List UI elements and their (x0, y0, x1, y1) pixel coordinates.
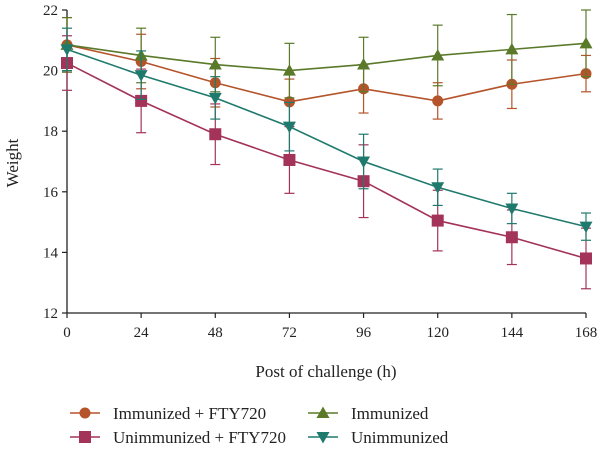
legend-marker (79, 407, 91, 419)
data-point (579, 221, 593, 234)
data-point (208, 92, 222, 105)
data-point (580, 252, 592, 265)
data-point (431, 48, 445, 61)
data-point (431, 214, 444, 227)
y-tick-label: 20 (43, 64, 58, 80)
data-point (209, 128, 222, 141)
legend: Immunized + FTY720 Immunized Unimmunized +… (70, 404, 449, 447)
y-axis-label: Weight (3, 138, 22, 187)
y-tick-label: 12 (43, 306, 58, 322)
x-tick-label: 144 (501, 325, 524, 341)
x-tick-label: 168 (575, 325, 598, 341)
legend-marker (79, 431, 91, 443)
series-3 (61, 35, 592, 290)
data-point (134, 70, 148, 82)
legend-item: Unimmunized + FTY720 (70, 428, 286, 447)
y-tick-label: 22 (43, 3, 58, 19)
data-point (135, 94, 148, 107)
series-line (66, 42, 587, 72)
x-tick-label: 96 (356, 325, 372, 341)
data-point (282, 64, 296, 76)
series-line (66, 48, 587, 228)
legend-label: Unimmunized + FTY720 (113, 428, 286, 447)
y-tick-label: 18 (43, 124, 58, 140)
x-axis-label: Post of challenge (h) (255, 362, 396, 381)
y-tick-label: 16 (43, 185, 59, 201)
series-line (66, 62, 587, 260)
legend-label: Unimmunized (351, 428, 449, 447)
legend-label: Immunized + FTY720 (113, 404, 266, 423)
data-point (505, 231, 518, 244)
data-point (283, 153, 296, 166)
data-point (282, 121, 296, 134)
series-layer (60, 9, 593, 290)
data-point (60, 44, 74, 56)
series-2 (60, 9, 593, 99)
legend-marker (316, 406, 330, 418)
data-point (357, 156, 371, 168)
x-tick-label: 0 (63, 325, 71, 341)
data-point (579, 36, 593, 49)
data-point (505, 42, 519, 55)
data-point (432, 95, 444, 107)
series-line (66, 44, 587, 103)
x-tick-label: 120 (426, 325, 449, 341)
legend-item: Immunized (308, 404, 429, 423)
legend-label: Immunized (351, 404, 429, 423)
data-point (431, 182, 445, 194)
x-tick-label: 72 (282, 325, 297, 341)
data-point (357, 58, 371, 70)
legend-marker (316, 432, 330, 444)
data-point (505, 203, 519, 215)
legend-item: Immunized + FTY720 (70, 404, 266, 423)
axes: 12 14 16 18 20 22 0 24 48 72 96 120 144 168 (43, 3, 597, 341)
legend-item: Unimmunized (308, 428, 449, 447)
x-tick-label: 24 (134, 325, 150, 341)
series-4 (60, 27, 593, 241)
data-point (283, 96, 295, 108)
y-tick-label: 14 (43, 245, 59, 261)
data-point (208, 58, 222, 70)
x-tick-label: 48 (208, 325, 223, 341)
